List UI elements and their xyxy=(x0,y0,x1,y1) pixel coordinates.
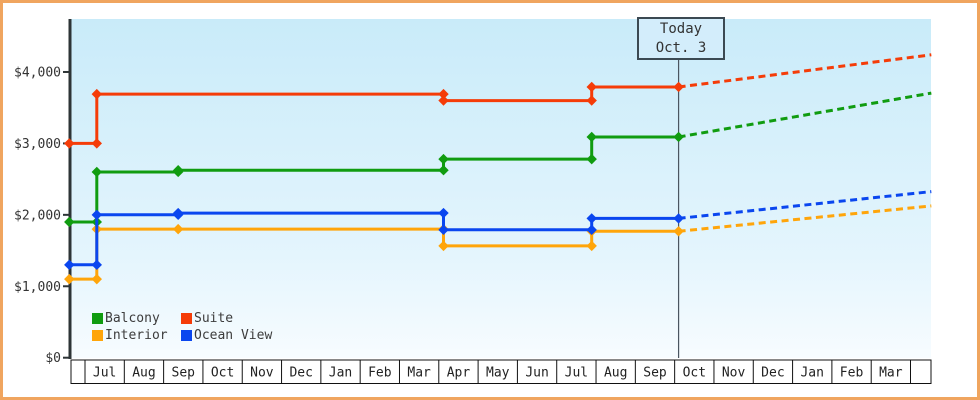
data-point-diamond-icon xyxy=(438,153,449,165)
data-point-diamond-icon xyxy=(586,81,597,93)
month-label: Mar xyxy=(407,366,431,381)
data-point-diamond-icon xyxy=(673,226,684,237)
data-point-diamond-icon xyxy=(172,164,184,176)
data-point-diamond-icon xyxy=(586,131,597,143)
data-point-diamond-icon xyxy=(438,207,449,219)
month-label: Apr xyxy=(447,366,471,381)
data-point-diamond-icon xyxy=(91,138,102,149)
data-point-diamond-icon xyxy=(64,216,75,228)
today-label: Today xyxy=(659,20,703,37)
month-label: Aug xyxy=(132,366,155,381)
data-point-diamond-icon xyxy=(438,224,449,236)
data-point-diamond-icon xyxy=(586,240,597,252)
series-forecast-line-interior xyxy=(678,204,932,233)
balcony-swatch-icon xyxy=(92,313,103,324)
data-point-diamond-icon xyxy=(673,213,684,224)
series-markers-suite xyxy=(64,81,684,149)
plot-area xyxy=(71,19,931,358)
month-label: Oct xyxy=(683,366,706,381)
month-label: Nov xyxy=(250,366,274,381)
month-label: Feb xyxy=(840,366,864,381)
series-markers-ocean-view xyxy=(64,207,684,271)
legend-label: Suite xyxy=(194,311,234,326)
month-label: Dec xyxy=(289,366,312,381)
month-label: Oct xyxy=(211,366,234,381)
series-forecast-line-suite xyxy=(678,53,932,89)
data-point-diamond-icon xyxy=(586,213,597,224)
data-point-diamond-icon xyxy=(91,273,102,285)
month-label: Jan xyxy=(329,366,352,381)
data-point-diamond-icon xyxy=(91,209,102,221)
data-point-diamond-icon xyxy=(586,153,597,165)
legend-item-suite: Suite xyxy=(181,312,272,325)
month-label: Nov xyxy=(722,366,746,381)
month-label: Jul xyxy=(565,366,588,381)
data-point-diamond-icon xyxy=(64,273,75,285)
month-label: Sep xyxy=(172,366,196,381)
data-point-diamond-icon xyxy=(438,240,449,252)
chart-canvas: $0 $1,000 $2,000 $3,000 $4,000 Jul Aug Sep Oct No… xyxy=(14,19,932,384)
data-point-diamond-icon xyxy=(673,131,684,143)
legend-label: Ocean View xyxy=(194,328,273,343)
data-point-diamond-icon xyxy=(64,259,75,271)
month-label: Mar xyxy=(879,366,903,381)
legend: Balcony Suite Interior Ocean View xyxy=(92,312,272,342)
month-label: May xyxy=(486,366,510,381)
y-tick-label: $2,000 xyxy=(14,208,61,223)
month-label: Jan xyxy=(800,366,823,381)
month-label: Dec xyxy=(761,366,784,381)
data-point-diamond-icon xyxy=(586,95,597,106)
legend-item-interior: Interior xyxy=(92,329,181,342)
today-annotation-box: Today Oct. 3 xyxy=(637,17,725,60)
legend-label: Balcony xyxy=(105,311,160,326)
y-tick-label: $4,000 xyxy=(14,65,61,80)
series-line-ocean-view xyxy=(69,211,679,267)
data-point-diamond-icon xyxy=(438,164,449,176)
data-point-diamond-icon xyxy=(438,88,449,100)
suite-swatch-icon xyxy=(181,313,192,324)
legend-item-balcony: Balcony xyxy=(92,312,181,325)
today-date: Oct. 3 xyxy=(655,39,707,56)
data-point-diamond-icon xyxy=(438,95,449,106)
series-forecast-line-balcony xyxy=(678,91,932,139)
data-point-diamond-icon xyxy=(91,166,102,178)
data-point-diamond-icon xyxy=(91,259,102,271)
data-point-diamond-icon xyxy=(172,207,184,219)
series-forecast-line-ocean-view xyxy=(678,190,932,220)
y-tick-label: $1,000 xyxy=(14,280,61,295)
data-point-diamond-icon xyxy=(586,224,597,236)
data-point-diamond-icon xyxy=(673,81,684,93)
month-label: Aug xyxy=(604,366,627,381)
data-point-diamond-icon xyxy=(64,138,75,149)
legend-label: Interior xyxy=(105,328,168,343)
month-label: Jul xyxy=(93,366,116,381)
month-label: Feb xyxy=(368,366,392,381)
data-point-diamond-icon xyxy=(172,223,184,235)
legend-item-ocean-view: Ocean View xyxy=(181,329,272,342)
month-label: Jun xyxy=(525,366,548,381)
y-tick-label: $0 xyxy=(45,351,61,366)
month-label: Sep xyxy=(643,366,667,381)
x-axis-row xyxy=(70,359,932,384)
ocean-view-swatch-icon xyxy=(181,330,192,341)
series-line-balcony xyxy=(69,135,679,224)
interior-swatch-icon xyxy=(92,330,103,341)
data-point-diamond-icon xyxy=(91,88,102,100)
y-tick-label: $3,000 xyxy=(14,137,61,152)
